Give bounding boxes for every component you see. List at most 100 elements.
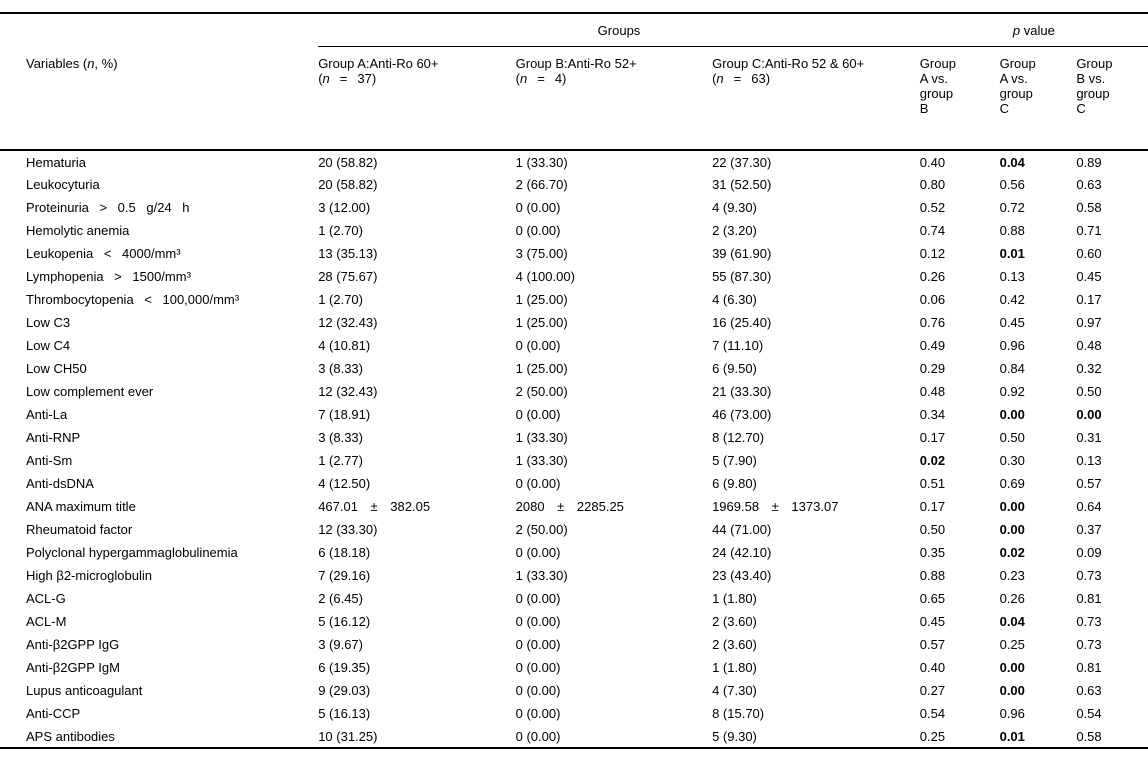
group-b-header: Group B:Anti-Ro 52+ (n = 4): [515, 46, 713, 151]
group-a-value: 12 (32.43): [318, 384, 378, 399]
p-value-cell: 0.56: [999, 177, 1025, 192]
p-a-vs-b-header: Group A vs. group B: [919, 46, 1000, 151]
p-value-cell: 0.60: [1076, 246, 1102, 261]
p-value-cell: 0.32: [1076, 361, 1102, 376]
table-row: Hematuria 20 (58.82) 1 (33.30) 22 (37.30) 0.…: [0, 150, 1148, 173]
p-value-cell: 0.04: [999, 614, 1025, 629]
variable-label: ANA maximum title: [26, 499, 136, 514]
group-b-value: 2080 ± 2285.25: [515, 499, 624, 514]
column-header-row: Variables (n, %) Group A:Anti-Ro 60+ (n =…: [0, 46, 1148, 151]
group-c-value: 22 (37.30): [712, 154, 772, 170]
group-b-value: 2 (50.00): [515, 384, 568, 399]
group-a-value: 4 (12.50): [318, 476, 371, 491]
table-body: Hematuria 20 (58.82) 1 (33.30) 22 (37.30) 0.…: [0, 150, 1148, 748]
group-b-value: 3 (75.00): [515, 246, 568, 261]
group-a-value: 6 (19.35): [318, 660, 371, 675]
variable-label: Anti-CCP: [26, 706, 81, 721]
group-a-value: 9 (29.03): [318, 683, 371, 698]
p-value-cell: 0.34: [919, 407, 946, 422]
group-c-value: 4 (9.30): [712, 200, 757, 215]
group-b-value: 0 (0.00): [515, 200, 561, 215]
p-value-cell: 0.81: [1076, 591, 1102, 606]
group-b-value: 0 (0.00): [515, 591, 561, 606]
p-value-cell: 0.25: [999, 637, 1025, 652]
group-a-value: 20 (58.82): [318, 177, 378, 192]
variable-label: Low C3: [26, 315, 71, 330]
table-row: Leukocyturia 20 (58.82) 2 (66.70) 31 (52.50…: [0, 173, 1148, 196]
group-c-value: 6 (9.80): [712, 476, 757, 491]
p-value-cell: 0.57: [919, 637, 946, 652]
p-value-cell: 0.96: [999, 338, 1025, 353]
group-c-value: 4 (6.30): [712, 292, 757, 307]
p-b-vs-c-header: Group B vs. group C: [1076, 46, 1148, 151]
variable-label: Hematuria: [26, 154, 86, 170]
p-value-cell: 0.17: [919, 499, 946, 514]
p-value-cell: 0.13: [1076, 453, 1102, 468]
table-row: Rheumatoid factor 12 (33.30) 2 (50.00) 44 (…: [0, 518, 1148, 541]
table-row: ANA maximum title 467.01 ± 382.05 2080 ± 2…: [0, 495, 1148, 518]
variable-label: High β2-microglobulin: [26, 568, 152, 583]
table-row: Lupus anticoagulant 9 (29.03) 0 (0.00) 4 (7…: [0, 679, 1148, 702]
group-b-value: 2 (50.00): [515, 522, 568, 537]
table-row: Anti-RNP 3 (8.33) 1 (33.30) 8 (12.70) 0.17 0.…: [0, 426, 1148, 449]
p-value-cell: 0.88: [919, 568, 946, 583]
group-a-value: 7 (29.16): [318, 568, 371, 583]
group-a-value: 3 (9.67): [318, 637, 363, 652]
group-c-value: 4 (7.30): [712, 683, 757, 698]
group-b-value: 1 (33.30): [515, 453, 568, 468]
table-row: Proteinuria > 0.5 g/24 h 3 (12.00) 0 (0.00…: [0, 196, 1148, 219]
group-b-value: 4 (100.00): [515, 269, 575, 284]
variable-label: Proteinuria > 0.5 g/24 h: [26, 200, 190, 215]
group-c-value: 6 (9.50): [712, 361, 757, 376]
group-b-value: 0 (0.00): [515, 728, 561, 744]
p-value-cell: 0.00: [999, 522, 1025, 537]
variable-label: Anti-dsDNA: [26, 476, 94, 491]
group-a-value: 10 (31.25): [318, 728, 378, 744]
p-value-cell: 0.26: [999, 591, 1025, 606]
group-c-value: 7 (11.10): [712, 338, 764, 353]
group-c-value: 16 (25.40): [712, 315, 772, 330]
p-value-cell: 0.54: [1076, 706, 1102, 721]
p-value-cell: 0.45: [1076, 269, 1102, 284]
group-b-value: 0 (0.00): [515, 637, 561, 652]
group-c-value: 44 (71.00): [712, 522, 772, 537]
table-row: ACL-G 2 (6.45) 0 (0.00) 1 (1.80) 0.65 0.26 0.8…: [0, 587, 1148, 610]
group-b-value: 1 (33.30): [515, 568, 568, 583]
p-value-cell: 0.89: [1076, 154, 1102, 170]
group-a-value: 4 (10.81): [318, 338, 371, 353]
p-value-cell: 0.88: [999, 223, 1025, 238]
p-value-cell: 0.97: [1076, 315, 1102, 330]
p-value-cell: 0.92: [999, 384, 1025, 399]
p-value-cell: 0.35: [919, 545, 946, 560]
variable-label: Low C4: [26, 338, 71, 353]
table-row: Anti-β2GPP IgM 6 (19.35) 0 (0.00) 1 (1.80) 0…: [0, 656, 1148, 679]
p-value-cell: 0.17: [919, 430, 946, 445]
group-c-value: 23 (43.40): [712, 568, 772, 583]
p-value-cell: 0.50: [1076, 384, 1102, 399]
variable-label: Anti-β2GPP IgG: [26, 637, 120, 652]
group-a-value: 12 (32.43): [318, 315, 378, 330]
variable-label: Thrombocytopenia < 100,000/mm³: [26, 292, 240, 307]
p-value-cell: 0.00: [999, 499, 1025, 514]
table-row: Anti-dsDNA 4 (12.50) 0 (0.00) 6 (9.80) 0.51 0…: [0, 472, 1148, 495]
group-a-value: 3 (8.33): [318, 361, 363, 376]
p-value-cell: 0.81: [1076, 660, 1102, 675]
page: Groups p value Variables (n, %) Group A:…: [0, 12, 1148, 749]
group-c-header: Group C:Anti-Ro 52 & 60+ (n = 63): [712, 46, 920, 151]
group-c-value: 24 (42.10): [712, 545, 772, 560]
variable-label: Rheumatoid factor: [26, 522, 133, 537]
p-value-cell: 0.84: [999, 361, 1025, 376]
p-value-cell: 0.63: [1076, 177, 1102, 192]
group-a-value: 467.01 ± 382.05: [318, 499, 431, 514]
table-row: Leukopenia < 4000/mm³ 13 (35.13) 3 (75.00)…: [0, 242, 1148, 265]
table-row: Anti-β2GPP IgG 3 (9.67) 0 (0.00) 2 (3.60) 0.…: [0, 633, 1148, 656]
comparison-table: Groups p value Variables (n, %) Group A:…: [0, 12, 1148, 749]
group-b-value: 0 (0.00): [515, 338, 561, 353]
variable-label: Polyclonal hypergammaglobulinemia: [26, 545, 238, 560]
p-value-cell: 0.27: [919, 683, 946, 698]
group-b-n: (n = 4): [515, 71, 567, 86]
p-value-cell: 0.57: [1076, 476, 1102, 491]
p-value-cell: 0.96: [999, 706, 1025, 721]
group-b-value: 0 (0.00): [515, 660, 561, 675]
group-b-value: 0 (0.00): [515, 683, 561, 698]
